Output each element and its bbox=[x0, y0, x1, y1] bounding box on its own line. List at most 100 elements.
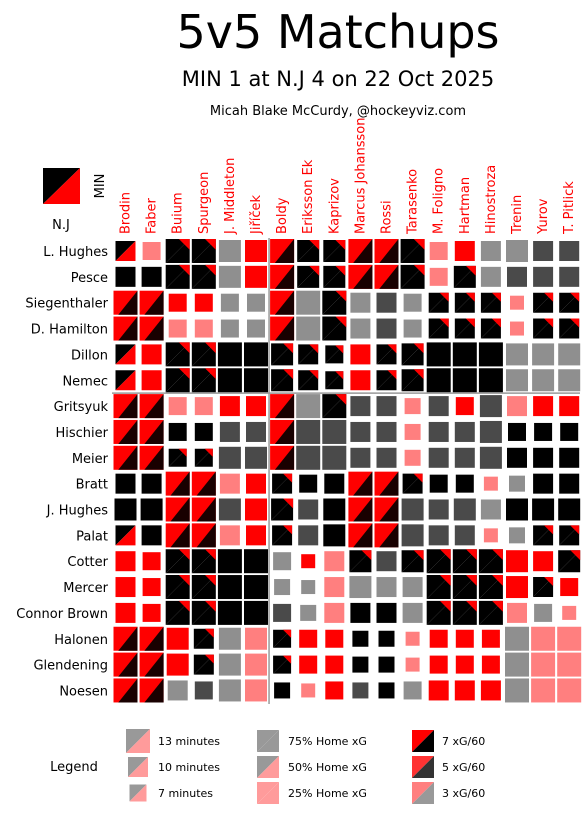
matchup-cell bbox=[115, 266, 136, 287]
matchup-cell bbox=[509, 527, 525, 544]
home-xg-corner bbox=[466, 549, 477, 560]
row-label: L. Hughes bbox=[43, 245, 108, 260]
home-xg-corner bbox=[439, 292, 449, 302]
cell-square bbox=[376, 551, 397, 572]
cell-square bbox=[296, 445, 321, 470]
cell-square bbox=[168, 397, 187, 416]
matchup-cell bbox=[376, 577, 397, 598]
legend-minutes-swatch bbox=[126, 729, 150, 753]
matchup-cell bbox=[191, 497, 216, 522]
home-triangle bbox=[400, 239, 425, 263]
cell-square bbox=[454, 447, 475, 468]
home-triangle bbox=[191, 264, 216, 289]
home-triangle bbox=[165, 239, 190, 263]
home-xg-corner bbox=[413, 343, 424, 354]
matchup-cell bbox=[245, 498, 267, 521]
home-xg-corner bbox=[466, 575, 477, 586]
away-xg-corner bbox=[274, 239, 295, 263]
home-xg-corner bbox=[335, 371, 344, 380]
cell-square bbox=[245, 446, 267, 469]
column-label: Eriksson Ek bbox=[301, 159, 316, 234]
matchup-cell bbox=[194, 681, 213, 700]
cell-square bbox=[429, 474, 448, 493]
home-xg-corner bbox=[439, 549, 451, 560]
home-triangle bbox=[191, 342, 216, 367]
matchup-cell bbox=[558, 369, 581, 392]
away-xg-corner bbox=[196, 471, 216, 496]
matchup-cell bbox=[505, 652, 529, 677]
matchup-cell bbox=[272, 525, 293, 546]
cell-square bbox=[323, 498, 346, 521]
home-triangle bbox=[478, 600, 503, 625]
matchup-cell bbox=[139, 394, 164, 419]
matchup-cell bbox=[296, 445, 321, 470]
matchup-cell bbox=[270, 316, 295, 341]
cell-square bbox=[510, 295, 524, 310]
matchup-cell bbox=[322, 316, 347, 341]
row-label: Dillon bbox=[71, 348, 108, 363]
cell-square bbox=[534, 603, 553, 622]
matchup-cell bbox=[139, 678, 164, 703]
column-label: Hinostroza bbox=[484, 165, 499, 234]
matchup-cell bbox=[165, 497, 190, 522]
matchup-cell bbox=[508, 422, 526, 441]
cell-square bbox=[352, 656, 369, 673]
home-xg-corner bbox=[205, 600, 216, 612]
matchup-cell bbox=[113, 445, 138, 470]
away-xg-corner bbox=[144, 652, 164, 677]
matchup-cell bbox=[113, 626, 138, 651]
cell-square bbox=[376, 602, 397, 623]
cell-square bbox=[115, 577, 136, 598]
matchup-cell bbox=[165, 600, 190, 625]
cell-square bbox=[402, 602, 423, 623]
matchup-cell bbox=[325, 345, 344, 364]
row-label: Hischier bbox=[55, 426, 108, 441]
matchup-cell bbox=[350, 447, 371, 468]
legend-homexg-swatch bbox=[257, 730, 279, 752]
matchup-cell bbox=[480, 680, 501, 701]
cell-square bbox=[350, 318, 371, 339]
home-xg-corner bbox=[387, 370, 397, 380]
matchup-cell bbox=[194, 319, 213, 338]
cell-square bbox=[534, 422, 553, 441]
cell-square bbox=[296, 394, 321, 419]
matchup-cell bbox=[483, 476, 498, 491]
matchup-cell bbox=[139, 290, 164, 315]
matchup-cell bbox=[191, 368, 216, 393]
matchup-cell bbox=[191, 523, 216, 548]
legend-xgrate-swatch bbox=[412, 782, 434, 804]
matchup-cell bbox=[376, 370, 397, 391]
home-triangle bbox=[193, 654, 214, 675]
matchup-cell bbox=[478, 342, 503, 367]
cell-square bbox=[533, 551, 554, 572]
home-xg-corner bbox=[335, 316, 347, 328]
matchup-cell bbox=[244, 342, 268, 367]
cell-square bbox=[403, 681, 422, 700]
home-xg-corner bbox=[205, 342, 216, 354]
home-xg-corner bbox=[283, 369, 294, 380]
matchup-cell bbox=[139, 419, 164, 444]
away-xg-corner bbox=[118, 394, 138, 419]
matchup-cell bbox=[141, 473, 162, 494]
matchup-cell bbox=[139, 316, 164, 341]
column-label: Boldy bbox=[275, 197, 290, 234]
away-xg-corner bbox=[170, 471, 190, 496]
legend-homexg-swatch bbox=[257, 756, 279, 778]
matchup-cell bbox=[113, 678, 138, 703]
home-team-label: N.J bbox=[52, 218, 70, 233]
matchup-cell bbox=[533, 525, 554, 546]
matchup-cell bbox=[245, 265, 267, 288]
cell-square bbox=[378, 630, 395, 647]
matchup-cell bbox=[559, 266, 580, 287]
home-xg-corner bbox=[178, 549, 190, 560]
matchup-cell bbox=[478, 549, 503, 574]
cell-square bbox=[142, 578, 161, 597]
matchup-cell bbox=[273, 629, 292, 648]
home-triangle bbox=[168, 448, 187, 467]
matchup-cell bbox=[428, 318, 449, 339]
matchup-cell bbox=[403, 681, 422, 700]
matchup-cell bbox=[244, 549, 268, 574]
cell-square bbox=[142, 603, 161, 622]
row-label: Siegenthaler bbox=[25, 297, 108, 312]
cell-square bbox=[376, 421, 397, 442]
